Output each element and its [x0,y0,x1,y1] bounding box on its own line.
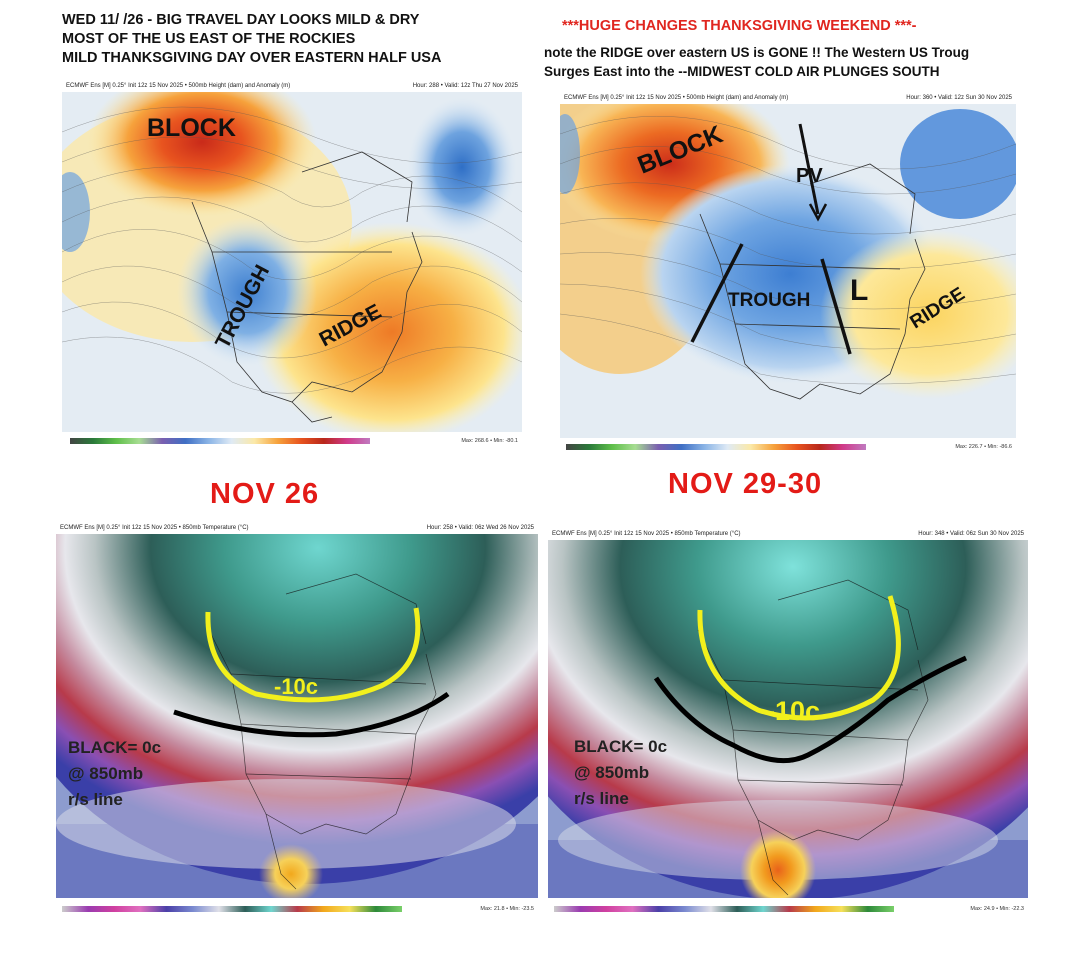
legend-black-line3: r/s line [574,789,629,808]
minus10c-isotherm [205,607,421,703]
legend-black-line1: BLACK= 0c [574,737,667,756]
left-headline-line3: MILD THANKSGIVING DAY OVER EASTERN HALF … [62,50,442,66]
right-headline-line3: Surges East into the --MIDWEST COLD AIR … [544,64,940,79]
right-headline-line2: note the RIDGE over eastern US is GONE !… [544,45,970,60]
right-headline: ***HUGE CHANGES THANKSGIVING WEEKEND ***… [544,17,969,81]
colorbar [554,906,894,912]
minmax-readout: Max: 21.8 • Min: -23.5 [480,906,534,912]
panel-title: ECMWF Ens [M] 0.25° Init 12z 15 Nov 2025… [552,531,1024,537]
label-minus10c: -10c [766,696,820,726]
minmax-readout: Max: 24.9 • Min: -22.3 [970,906,1024,912]
date-label-left: NOV 26 [210,478,320,510]
minmax-readout: Max: 226.7 • Min: -86.6 [955,444,1012,450]
temperature-map: -10c BLACK= 0c @ 850mb r/s line [56,534,538,898]
minmax-readout: Max: 268.6 • Min: -80.1 [461,438,518,444]
panel-850mb-nov26: ECMWF Ens [M] 0.25° Init 12z 15 Nov 2025… [56,522,538,918]
date-label-right: NOV 29-30 [668,468,823,500]
panel-500mb-nov30: ECMWF Ens [M] 0.25° Init 12z 15 Nov 2025… [560,92,1016,458]
panel-title: ECMWF Ens [M] 0.25° Init 12z 15 Nov 2025… [66,83,518,89]
trough-axis-east [820,258,852,355]
panel-title: ECMWF Ens [M] 0.25° Init 12z 15 Nov 2025… [60,525,534,531]
right-headline-line1: ***HUGE CHANGES THANKSGIVING WEEKEND ***… [562,18,917,34]
pv-arrow [798,123,820,215]
zero-c-line [653,655,968,764]
left-headline: WED 11/ /26 - BIG TRAVEL DAY LOOKS MILD … [62,11,441,68]
colorbar [62,906,402,912]
trough-axis-west [690,243,744,343]
label-low: L [850,274,868,307]
label-block: BLOCK [147,114,236,142]
label-minus10c: -10c [274,674,318,699]
temperature-map: -10c BLACK= 0c @ 850mb r/s line [548,540,1028,898]
panel-500mb-nov26: ECMWF Ens [M] 0.25° Init 12z 15 Nov 2025… [62,80,522,452]
height-anomaly-map: BLOCK TROUGH RIDGE [62,92,522,432]
zero-c-line [173,691,450,738]
legend-black-line2: @ 850mb [68,764,143,783]
colorbar [566,444,866,450]
legend-black-line1: BLACK= 0c [68,738,161,757]
legend-black-line3: r/s line [68,790,123,809]
label-trough: TROUGH [728,290,810,311]
legend-black-line2: @ 850mb [574,763,649,782]
label-pv: PV [796,165,823,187]
left-headline-line1: WED 11/ /26 - BIG TRAVEL DAY LOOKS MILD … [62,12,420,28]
panel-title: ECMWF Ens [M] 0.25° Init 12z 15 Nov 2025… [564,95,1012,101]
minus10c-isotherm [697,595,901,721]
colorbar [70,438,370,444]
height-anomaly-map: BLOCK PV TROUGH L RIDGE [560,104,1016,438]
panel-850mb-nov30: ECMWF Ens [M] 0.25° Init 12z 15 Nov 2025… [548,528,1028,918]
left-headline-line2: MOST OF THE US EAST OF THE ROCKIES [62,31,356,47]
